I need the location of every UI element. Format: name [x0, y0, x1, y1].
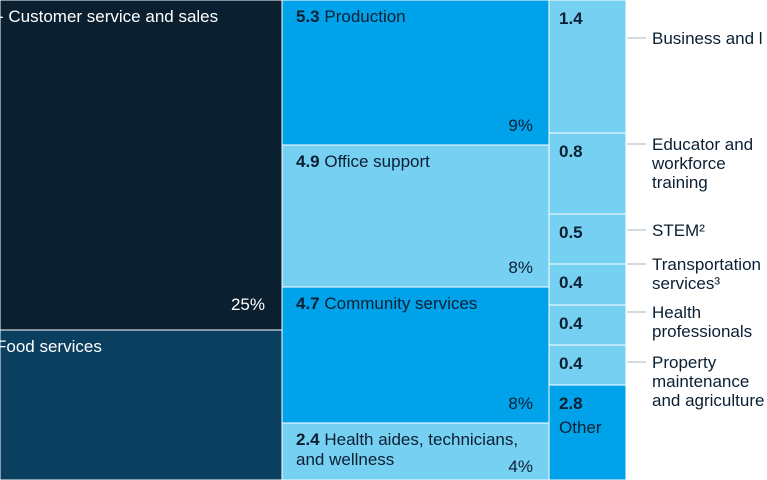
tile-educator-and-workforce-training-label-line3: training — [652, 173, 708, 192]
tile-property-maintenance-and-agriculture-label-line3: and agriculture — [652, 391, 764, 410]
tile-health-professionals-label: Health — [652, 303, 701, 322]
tile-community-services-rect — [281, 286, 550, 424]
tile-health-aides-technicians-and-wellness-value: 2.4 — [296, 430, 324, 449]
tile-production-label: 5.3 Production — [296, 7, 406, 26]
tile-property-maintenance-and-agriculture-rect — [548, 344, 627, 386]
tile-customer-service-and-sales-label: - Customer service and sales — [0, 7, 218, 26]
tile-food-services-label: Food services — [0, 337, 102, 356]
tile-customer-service-and-sales-rect — [0, 0, 283, 331]
tile-office-support-value: 4.9 — [296, 152, 324, 171]
tile-office-support-label: 4.9 Office support — [296, 152, 430, 171]
tile-other-rect — [548, 384, 627, 480]
tile-health-professionals-rect — [548, 304, 627, 346]
tile-health-aides-technicians-and-wellness-rect — [281, 422, 550, 480]
tile-community-services-value: 4.7 — [296, 294, 324, 313]
tile-community-services-percent: 8% — [508, 394, 533, 413]
tile-food-services-rect — [0, 329, 283, 480]
tile-transportation-services-rect — [548, 263, 627, 306]
tile-customer-service-and-sales-percent: 25% — [231, 295, 265, 314]
tile-production-percent: 9% — [508, 116, 533, 135]
tile-educator-and-workforce-training-label-line2: workforce — [651, 154, 726, 173]
tile-educator-and-workforce-training-rect — [548, 132, 627, 215]
tile-health-aides-technicians-and-wellness-label: 2.4 Health aides, technicians, — [296, 430, 518, 449]
tile-health-aides-technicians-and-wellness-percent: 4% — [508, 457, 533, 476]
tile-health-professionals-value: 0.4 — [559, 314, 583, 333]
tile-stem-label: STEM² — [652, 221, 705, 240]
tile-health-aides-technicians-and-wellness-label-line2: and wellness — [296, 450, 394, 469]
tile-property-maintenance-and-agriculture-value: 0.4 — [559, 354, 583, 373]
tile-other-label: Other — [559, 418, 602, 437]
tile-business-and-l-rect — [548, 0, 627, 134]
tile-educator-and-workforce-training-label: Educator and — [652, 135, 753, 154]
tile-business-and-l-value: 1.4 — [559, 9, 583, 28]
tile-business-and-l-label: Business and l — [652, 29, 763, 48]
tile-transportation-services-value: 0.4 — [559, 273, 583, 292]
tile-property-maintenance-and-agriculture-label: Property — [652, 353, 717, 372]
tile-transportation-services-label-line2: services³ — [652, 274, 720, 293]
tile-production-rect — [281, 0, 550, 146]
tile-health-professionals-label-line2: professionals — [652, 322, 752, 341]
tile-community-services-label: 4.7 Community services — [296, 294, 477, 313]
tile-property-maintenance-and-agriculture-label-line2: maintenance — [652, 372, 749, 391]
tile-stem-rect — [548, 213, 627, 265]
tile-office-support-percent: 8% — [508, 258, 533, 277]
tile-production-value: 5.3 — [296, 7, 324, 26]
tile-educator-and-workforce-training-value: 0.8 — [559, 142, 583, 161]
tile-transportation-services-label: Transportation — [652, 255, 761, 274]
tile-stem-value: 0.5 — [559, 223, 583, 242]
tile-other-value: 2.8 — [559, 394, 583, 413]
